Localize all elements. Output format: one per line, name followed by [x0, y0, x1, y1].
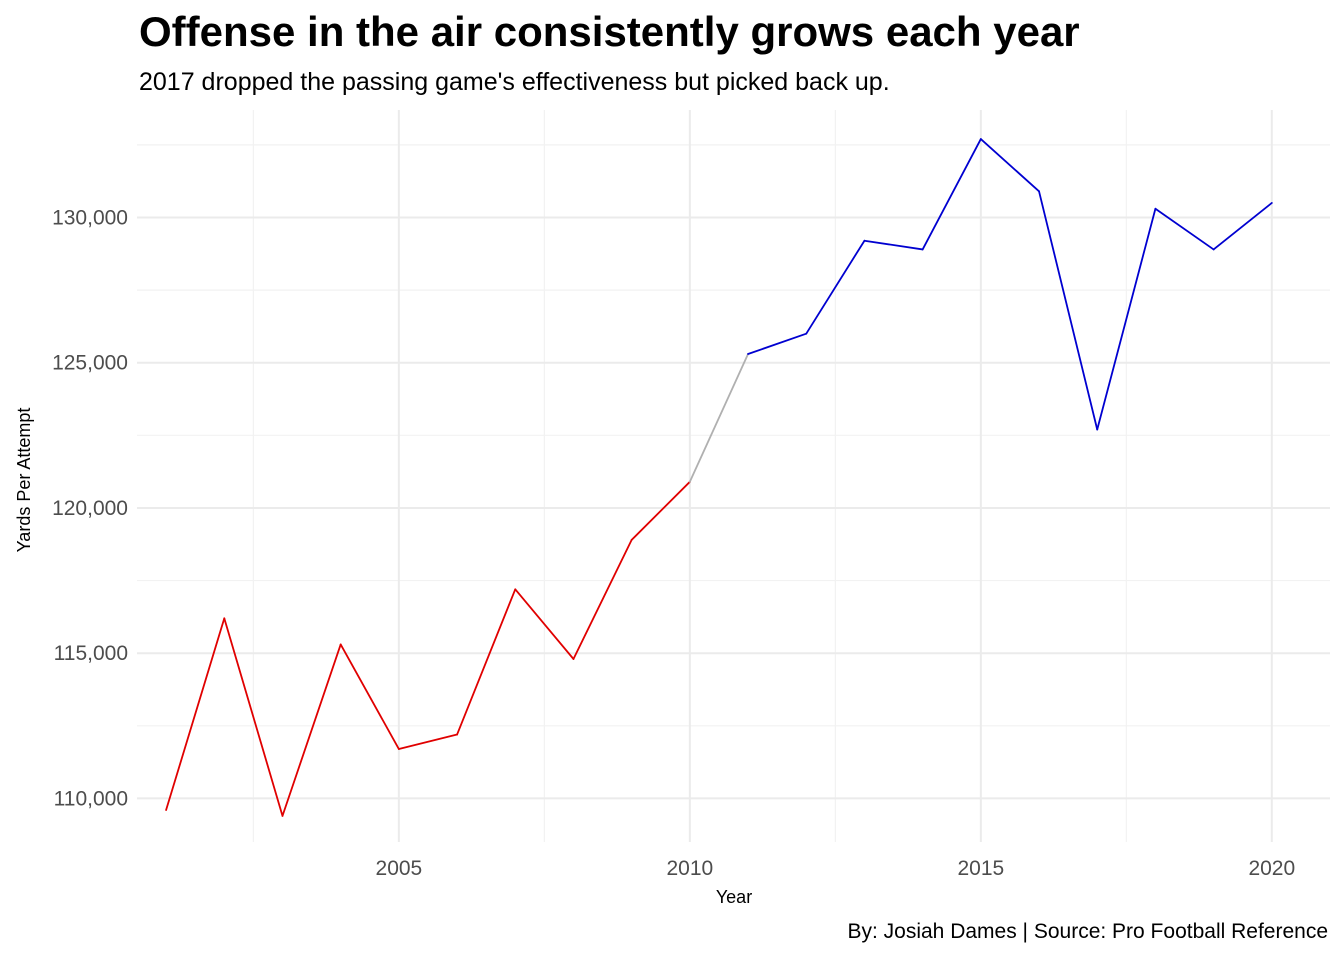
line-segment-2004-2005	[339, 643, 400, 750]
y-tick-label: 120,000	[52, 497, 128, 520]
y-axis-label: Yards Per Attempt	[14, 408, 34, 553]
y-tick-label: 125,000	[52, 352, 128, 375]
chart-caption: By: Josiah Dames | Source: Pro Football …	[847, 920, 1328, 943]
line-segment-2015-2016	[979, 138, 1040, 193]
line-segment-2016-2017	[1038, 190, 1099, 431]
data-series-line	[165, 138, 1273, 817]
line-segment-2002-2003	[223, 617, 284, 817]
y-tick-label: 130,000	[52, 206, 128, 229]
chart-title: Offense in the air consistently grows ea…	[139, 8, 1080, 55]
y-tick-label: 115,000	[54, 642, 128, 665]
line-segment-2006-2007	[456, 588, 517, 736]
line-segment-2011-2012	[747, 332, 808, 355]
y-tick-label: 110,000	[54, 787, 128, 810]
line-segment-2017-2018	[1096, 207, 1157, 431]
line-segment-2012-2013	[805, 239, 866, 335]
x-tick-label: 2005	[376, 857, 423, 880]
line-segment-2014-2015	[921, 138, 982, 251]
line-segment-2018-2019	[1154, 207, 1215, 251]
line-segment-2001-2002	[165, 617, 226, 811]
grid-lines	[137, 110, 1330, 842]
chart-subtitle: 2017 dropped the passing game's effectiv…	[139, 68, 890, 96]
line-segment-2013-2014	[863, 239, 924, 251]
line-segment-2003-2004	[281, 643, 342, 817]
x-axis-ticks: 2005 2010 2015 2020	[376, 857, 1296, 880]
x-tick-label: 2020	[1248, 857, 1295, 880]
line-segment-2010-2011	[688, 353, 749, 483]
y-axis-ticks: 110,000 115,000 120,000 125,000 130,000	[52, 206, 128, 810]
x-tick-label: 2015	[957, 857, 1004, 880]
x-tick-label: 2010	[666, 857, 713, 880]
line-segment-2007-2008	[514, 588, 575, 660]
line-segment-2009-2010	[630, 480, 691, 541]
line-segment-2008-2009	[572, 539, 633, 660]
line-segment-2019-2020	[1212, 202, 1273, 251]
x-axis-label: Year	[716, 887, 752, 907]
line-segment-2005-2006	[397, 733, 458, 750]
